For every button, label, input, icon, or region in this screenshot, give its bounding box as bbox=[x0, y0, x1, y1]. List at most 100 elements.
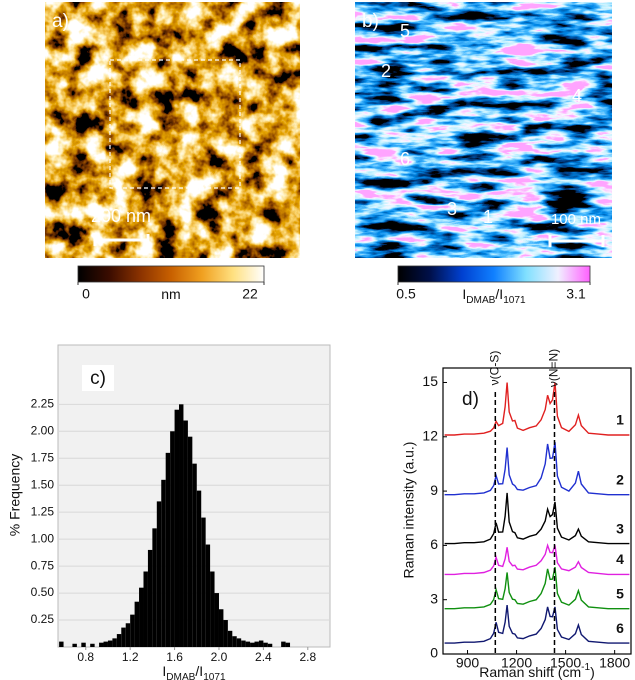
series-label: 3 bbox=[616, 520, 624, 536]
y-axis-label: % Frequency bbox=[7, 454, 23, 536]
panel-label: a) bbox=[52, 11, 69, 32]
panel-label: b) bbox=[362, 11, 379, 32]
region-label: 2 bbox=[381, 61, 391, 81]
x-tick-label: 2.4 bbox=[255, 650, 272, 664]
y-tick-label: 2.00 bbox=[31, 423, 55, 437]
colorbar-label-part: /I bbox=[495, 286, 503, 302]
histogram-bar bbox=[81, 642, 86, 647]
x-axis-label-part: /I bbox=[195, 663, 203, 679]
histogram-bar bbox=[99, 642, 104, 647]
colorbar-tick-label: 0 bbox=[82, 286, 90, 302]
y-tick-label: 2.25 bbox=[31, 396, 55, 410]
panel-label-box bbox=[82, 365, 114, 391]
histogram-bar bbox=[214, 593, 219, 647]
histogram-bar bbox=[263, 642, 268, 647]
colorbar-label-part: I bbox=[462, 286, 466, 302]
region-label: 6 bbox=[400, 149, 410, 169]
x-axis-label-part: ) bbox=[590, 664, 595, 680]
histogram-bar bbox=[281, 641, 286, 647]
colorbar bbox=[77, 265, 265, 283]
histogram-bar bbox=[121, 627, 126, 647]
zoom-box bbox=[109, 59, 241, 189]
colorbar-tick-label: 3.1 bbox=[566, 286, 586, 302]
histogram-bar bbox=[183, 420, 188, 647]
y-tick-label: 0 bbox=[430, 645, 438, 661]
map-image bbox=[45, 2, 300, 258]
histogram-bar bbox=[90, 643, 95, 647]
x-tick-label: 1.2 bbox=[122, 650, 139, 664]
histogram-bar bbox=[134, 601, 140, 647]
panel-label: c) bbox=[90, 368, 106, 389]
y-tick-label: 1.50 bbox=[31, 477, 55, 491]
spectrum-line bbox=[444, 442, 630, 496]
region-label: 3 bbox=[447, 199, 457, 219]
y-tick-label: 0.50 bbox=[31, 585, 55, 599]
series-label: 2 bbox=[616, 471, 624, 487]
y-tick-label: 0.25 bbox=[31, 612, 55, 626]
x-axis-label: IDMAB/I1071 bbox=[162, 663, 226, 680]
histogram-bar bbox=[201, 517, 206, 647]
histogram-bar bbox=[103, 641, 108, 647]
series-label: 6 bbox=[616, 620, 624, 636]
x-tick-label: 1800 bbox=[599, 655, 630, 671]
histogram-bar bbox=[59, 641, 64, 647]
x-tick-label: 1500 bbox=[550, 655, 581, 671]
x-tick-label: 900 bbox=[456, 655, 480, 671]
histogram-bar bbox=[156, 501, 162, 647]
x-axis-label-part: 1071 bbox=[203, 672, 226, 680]
spectrum-line bbox=[444, 566, 630, 610]
region-label: 4 bbox=[572, 86, 582, 106]
y-tick-label: 9 bbox=[430, 482, 438, 498]
y-tick-label: 12 bbox=[422, 427, 438, 443]
x-axis-label-part: DMAB bbox=[166, 672, 195, 680]
histogram-bar bbox=[223, 620, 228, 647]
histogram-bar bbox=[267, 643, 273, 647]
y-tick-label: 6 bbox=[430, 536, 438, 552]
colorbar-label: nm bbox=[161, 286, 180, 302]
x-tick-label: 1.6 bbox=[166, 650, 183, 664]
histogram-bar bbox=[170, 431, 175, 647]
x-axis-label-part: -1 bbox=[581, 662, 590, 673]
colorbar-label-part: DMAB bbox=[466, 295, 495, 306]
histogram-bar bbox=[116, 634, 122, 647]
plot-frame bbox=[442, 367, 632, 655]
histogram-bar bbox=[285, 642, 291, 647]
scale-bar-label: 200 nm bbox=[91, 206, 151, 226]
colorbar-label-part: nm bbox=[161, 286, 180, 302]
colorbar-tick-label: 0.5 bbox=[396, 286, 416, 302]
x-tick-label: 1200 bbox=[501, 655, 532, 671]
y-tick-label: 0.75 bbox=[31, 558, 55, 572]
colorbar-tick-label: 22 bbox=[242, 286, 258, 302]
histogram-bar bbox=[130, 614, 135, 647]
x-tick-label: 2.0 bbox=[211, 650, 228, 664]
y-tick-label: 1.00 bbox=[31, 531, 55, 545]
histogram-bar bbox=[196, 490, 202, 647]
histogram-bar bbox=[232, 636, 237, 647]
y-tick-label: 3 bbox=[430, 590, 438, 606]
x-axis-label: Raman shift (cm-1) bbox=[479, 662, 595, 680]
series-label: 1 bbox=[616, 412, 624, 428]
panel-label: d) bbox=[462, 389, 479, 410]
histogram-bar bbox=[161, 479, 166, 647]
histogram-bar bbox=[107, 640, 113, 647]
spectrum-line bbox=[444, 382, 630, 436]
histogram-bar bbox=[174, 409, 180, 647]
histogram-bar bbox=[72, 643, 77, 647]
spectrum-line bbox=[444, 543, 630, 576]
histogram-bar bbox=[250, 642, 255, 647]
histogram-bar bbox=[179, 404, 184, 647]
histogram-bar bbox=[147, 549, 153, 647]
histogram-bar bbox=[143, 571, 148, 647]
histogram-bar bbox=[205, 544, 211, 647]
map-image bbox=[355, 2, 612, 258]
colorbar-label-part: 1071 bbox=[503, 295, 526, 306]
histogram-bar bbox=[258, 640, 264, 647]
y-axis-label: Raman intensity (a.u.) bbox=[401, 442, 417, 579]
spectrum-line bbox=[444, 492, 630, 545]
scale-bar-label: 100 nm bbox=[551, 211, 601, 228]
histogram-bar bbox=[210, 571, 215, 647]
y-tick-label: 1.25 bbox=[31, 504, 55, 518]
histogram-bar bbox=[139, 587, 144, 647]
histogram-bar bbox=[236, 638, 242, 647]
region-label: 1 bbox=[483, 207, 493, 227]
